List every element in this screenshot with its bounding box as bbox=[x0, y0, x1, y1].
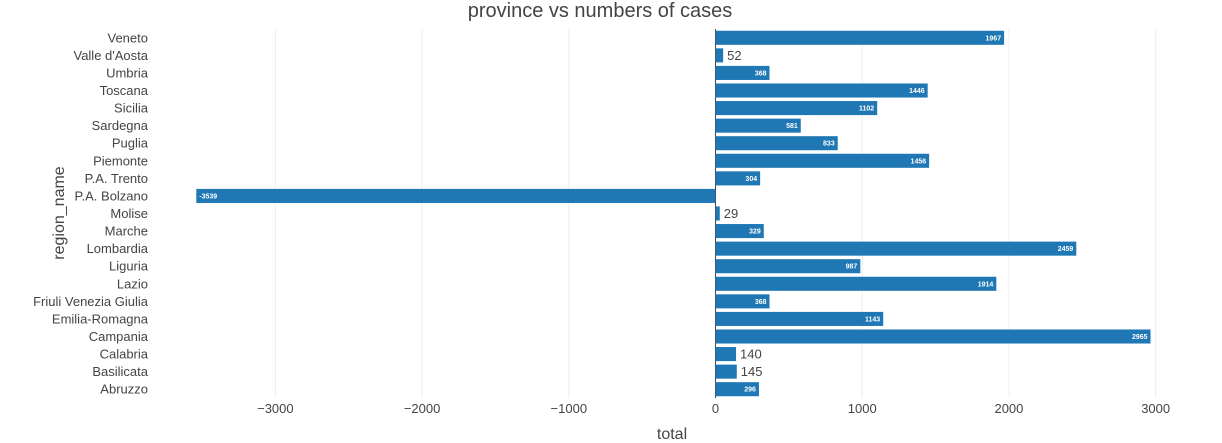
bar bbox=[715, 136, 838, 151]
x-tick-label: −1000 bbox=[551, 401, 588, 416]
bar bbox=[715, 276, 997, 291]
data-label: 987 bbox=[846, 264, 858, 271]
x-axis-ticks: −3000 −2000 −1000 0 1000 2000 3000 bbox=[257, 401, 1170, 416]
y-category-label: Marche bbox=[105, 224, 148, 239]
x-tick-label: 3000 bbox=[1141, 401, 1170, 416]
bar bbox=[715, 224, 764, 239]
bar bbox=[715, 206, 720, 221]
bar bbox=[715, 83, 928, 98]
bar bbox=[715, 364, 737, 379]
bar bbox=[715, 329, 1151, 344]
y-category-label: Lazio bbox=[117, 276, 148, 291]
data-label: 368 bbox=[755, 70, 767, 77]
bar bbox=[715, 48, 724, 63]
y-category-label: Umbria bbox=[106, 65, 149, 80]
y-category-label: Emilia-Romagna bbox=[52, 311, 149, 326]
x-tick-label: 0 bbox=[712, 401, 719, 416]
x-tick-label: 2000 bbox=[994, 401, 1023, 416]
y-category-label: Puglia bbox=[112, 136, 149, 151]
bar bbox=[715, 241, 1077, 256]
bar bbox=[715, 294, 770, 309]
y-category-label: Basilicata bbox=[92, 364, 148, 379]
data-label: 368 bbox=[755, 299, 767, 306]
data-label: 1914 bbox=[978, 281, 994, 288]
data-label: 145 bbox=[741, 364, 763, 379]
y-category-label: Friuli Venezia Giulia bbox=[33, 294, 149, 309]
bar bbox=[715, 171, 761, 186]
bar bbox=[715, 101, 878, 116]
x-tick-label: −2000 bbox=[404, 401, 441, 416]
data-label: 1456 bbox=[911, 158, 927, 165]
y-category-label: P.A. Trento bbox=[85, 171, 148, 186]
data-label: 140 bbox=[740, 347, 762, 362]
bar bbox=[715, 65, 770, 80]
data-label: 1967 bbox=[986, 35, 1002, 42]
bar bbox=[715, 118, 801, 133]
bar bbox=[196, 188, 716, 203]
x-tick-label: −3000 bbox=[257, 401, 294, 416]
y-category-label: Calabria bbox=[100, 347, 149, 362]
data-label: 2459 bbox=[1058, 246, 1074, 253]
y-category-label: Valle d'Aosta bbox=[73, 48, 148, 63]
bars: 296 145 140 2965 1143 368 1914 987 2459 329 29 -353… bbox=[196, 30, 1151, 397]
y-category-label: Molise bbox=[110, 206, 148, 221]
y-category-label: Liguria bbox=[109, 259, 149, 274]
bar bbox=[715, 259, 861, 274]
bar bbox=[715, 382, 759, 397]
data-label: 833 bbox=[823, 141, 835, 148]
y-axis-title: region_name bbox=[51, 166, 68, 260]
y-category-label: P.A. Bolzano bbox=[75, 188, 148, 203]
bar bbox=[715, 153, 930, 168]
y-category-label: Sicilia bbox=[114, 101, 149, 116]
chart-title: province vs numbers of cases bbox=[468, 0, 733, 22]
data-label: 1102 bbox=[859, 106, 874, 113]
y-category-label: Abruzzo bbox=[100, 382, 148, 397]
data-label: 296 bbox=[744, 387, 756, 394]
data-label: 52 bbox=[727, 48, 741, 63]
bar bbox=[715, 347, 737, 362]
y-category-label: Veneto bbox=[108, 30, 149, 45]
data-label: 329 bbox=[749, 229, 761, 236]
bar bbox=[715, 311, 884, 326]
bar bbox=[715, 30, 1005, 45]
y-category-label: Piemonte bbox=[93, 153, 148, 168]
y-axis-categories: Abruzzo Basilicata Calabria Campania Emilia-… bbox=[33, 30, 149, 396]
data-label: -3539 bbox=[199, 193, 217, 200]
x-axis-title: total bbox=[657, 426, 687, 443]
y-category-label: Sardegna bbox=[92, 118, 149, 133]
y-category-label: Campania bbox=[89, 329, 149, 344]
data-label: 581 bbox=[786, 123, 798, 130]
x-tick-label: 1000 bbox=[848, 401, 877, 416]
data-label: 304 bbox=[745, 176, 757, 183]
data-label: 1446 bbox=[909, 88, 925, 95]
y-category-label: Toscana bbox=[100, 83, 149, 98]
data-label: 1143 bbox=[865, 316, 880, 323]
data-label: 29 bbox=[724, 206, 738, 221]
data-label: 2965 bbox=[1132, 334, 1148, 341]
y-category-label: Lombardia bbox=[87, 241, 149, 256]
